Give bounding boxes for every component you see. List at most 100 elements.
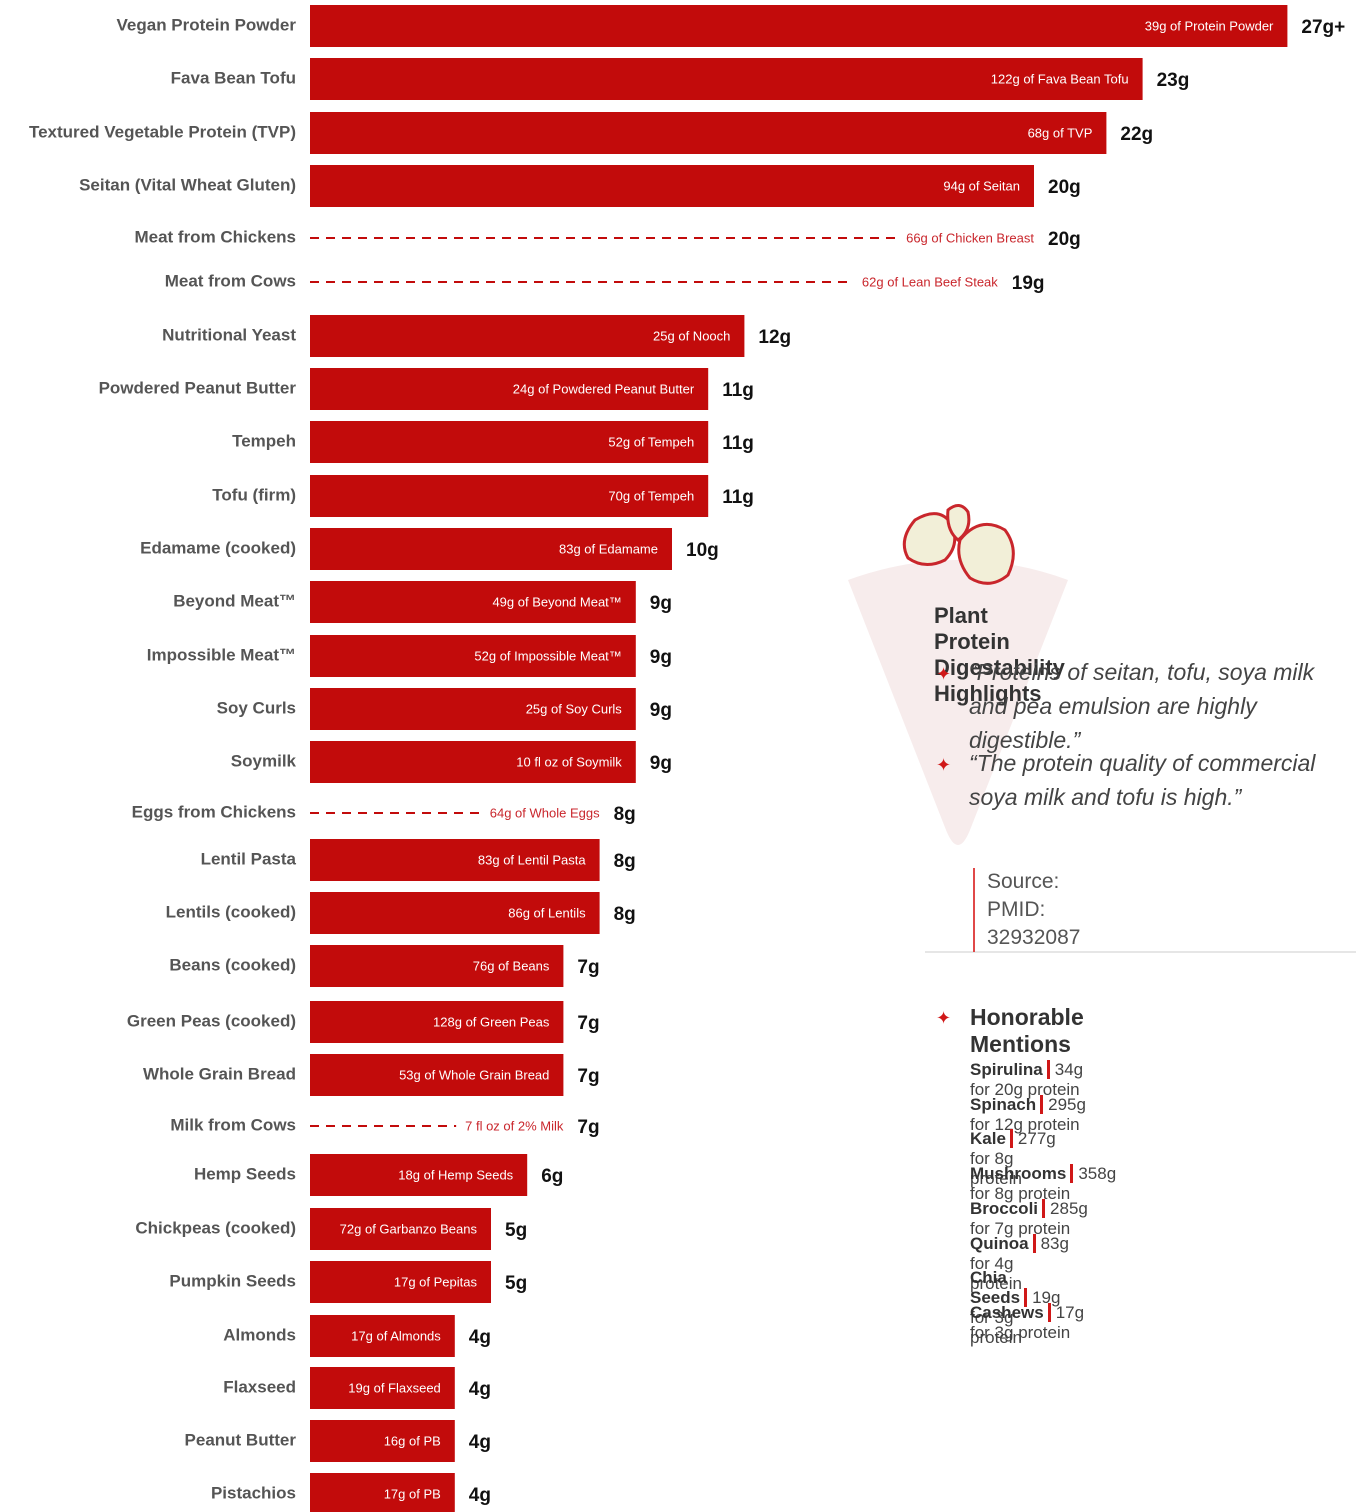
mention-detail: 83g for 4g protein <box>970 1233 1069 1293</box>
category-label: Fava Bean Tofu <box>171 68 296 87</box>
mention-name: Mushrooms <box>970 1164 1067 1184</box>
value-label: 4g <box>469 1379 491 1400</box>
serving-label: 18g of Hemp Seeds <box>398 1167 513 1182</box>
bullet-icon: ✦ <box>936 1008 952 1028</box>
serving-label: 128g of Green Peas <box>433 1014 550 1029</box>
mention-name: Chia Seeds <box>970 1268 1021 1308</box>
value-label: 6g <box>541 1166 563 1187</box>
serving-label: 122g of Fava Bean Tofu <box>991 71 1129 86</box>
bar <box>310 5 1288 47</box>
serving-label: 49g of Beyond Meat™ <box>492 594 621 609</box>
serving-label: 16g of PB <box>384 1433 441 1448</box>
value-label: 11g <box>722 487 754 508</box>
mention: Quinoa 83g for 4g protein <box>970 1233 1069 1294</box>
category-label: Milk from Cows <box>170 1115 296 1134</box>
mention: Mushrooms 358g for 8g protein <box>970 1164 1117 1204</box>
serving-label: 76g of Beans <box>473 958 550 973</box>
category-label: Powdered Peanut Butter <box>99 378 297 397</box>
category-label: Tempeh <box>232 431 296 450</box>
serving-label: 64g of Whole Eggs <box>490 805 600 820</box>
value-label: 5g <box>505 1273 527 1294</box>
bar <box>310 581 636 623</box>
category-label: Textured Vegetable Protein (TVP) <box>29 122 296 141</box>
source: Source: PMID: 32932087 <box>973 868 1080 952</box>
bar <box>310 945 564 987</box>
quote: “Proteins of seitan, tofu, soya milk and… <box>969 659 1315 753</box>
bar <box>310 1054 564 1096</box>
serving-label: 25g of Nooch <box>653 328 730 343</box>
category-label: Peanut Butter <box>185 1430 297 1449</box>
category-label: Soy Curls <box>217 698 296 717</box>
serving-label: 86g of Lentils <box>508 905 586 920</box>
value-label: 22g <box>1120 124 1153 145</box>
category-label: Seitan (Vital Wheat Gluten) <box>79 175 296 194</box>
value-label: 9g <box>650 753 672 774</box>
value-label: 20g <box>1048 229 1081 250</box>
mention-name: Cashews <box>970 1302 1044 1322</box>
bar <box>310 368 709 410</box>
value-label: 9g <box>650 593 672 614</box>
value-label: 8g <box>614 851 636 872</box>
bar <box>310 741 636 783</box>
serving-label: 52g of Impossible Meat™ <box>474 648 621 663</box>
serving-label: 17g of PB <box>384 1486 441 1501</box>
serving-label: 10 fl oz of Soymilk <box>516 754 622 769</box>
serving-label: 17g of Pepitas <box>394 1274 478 1289</box>
category-label: Almonds <box>223 1325 296 1344</box>
mention-detail: 295g for 12g protein <box>970 1094 1086 1134</box>
serving-label: 94g of Seitan <box>943 178 1020 193</box>
value-label: 7g <box>577 1117 599 1138</box>
value-label: 9g <box>650 647 672 668</box>
category-label: Green Peas (cooked) <box>127 1011 296 1030</box>
serving-label: 39g of Protein Powder <box>1145 18 1274 33</box>
category-label: Pumpkin Seeds <box>169 1271 296 1290</box>
bullet-icon: ✦ <box>936 664 952 684</box>
category-label: Hemp Seeds <box>194 1164 296 1183</box>
serving-label: 83g of Edamame <box>559 541 658 556</box>
category-label: Flaxseed <box>223 1377 296 1396</box>
quote: “The protein quality of commercial soya … <box>969 750 1316 810</box>
value-label: 8g <box>614 804 636 825</box>
mention-name: Broccoli <box>970 1198 1039 1218</box>
mention-name: Kale <box>970 1129 1006 1149</box>
bar <box>310 1261 491 1303</box>
mention: Spinach 295g for 12g protein <box>970 1094 1086 1135</box>
bean-icon <box>902 504 1015 585</box>
serving-label: 66g of Chicken Breast <box>906 230 1034 245</box>
bar <box>310 839 600 881</box>
mention: Chia Seeds 19g for 3g protein <box>970 1268 1061 1348</box>
value-label: 7g <box>577 1066 599 1087</box>
bar <box>310 1001 564 1043</box>
panel-title: Plant Protein Digestability Highlights <box>934 603 1065 706</box>
mention: Cashews 17g for 3g protein <box>970 1302 1085 1343</box>
serving-label: 24g of Powdered Peanut Butter <box>513 381 695 396</box>
bar <box>310 475 709 517</box>
value-label: 4g <box>469 1327 491 1348</box>
mention-detail: 358g for 8g protein <box>970 1164 1117 1204</box>
mention: Broccoli 285g for 7g protein <box>970 1198 1088 1239</box>
bar <box>310 1208 491 1250</box>
category-label: Eggs from Chickens <box>132 802 296 821</box>
value-label: 11g <box>722 380 754 401</box>
serving-label: 70g of Tempeh <box>608 488 694 503</box>
category-label: Chickpeas (cooked) <box>135 1218 296 1237</box>
category-label: Whole Grain Bread <box>143 1064 296 1083</box>
mentions-title: Honorable Mentions <box>970 1004 1084 1057</box>
bar <box>310 315 745 357</box>
bar <box>310 165 1034 207</box>
mention-detail: 17g for 3g protein <box>970 1302 1085 1342</box>
category-label: Nutritional Yeast <box>162 325 296 344</box>
category-label: Impossible Meat™ <box>147 645 296 664</box>
value-label: 7g <box>577 957 599 978</box>
value-label: 11g <box>722 433 754 454</box>
serving-label: 7 fl oz of 2% Milk <box>465 1118 564 1133</box>
value-label: 27g+ <box>1301 17 1345 38</box>
serving-label: 17g of Almonds <box>351 1328 441 1343</box>
value-label: 12g <box>758 327 791 348</box>
category-label: Meat from Chickens <box>134 227 296 246</box>
bar <box>310 635 636 677</box>
category-label: Tofu (firm) <box>212 485 296 504</box>
bar <box>310 1473 455 1512</box>
